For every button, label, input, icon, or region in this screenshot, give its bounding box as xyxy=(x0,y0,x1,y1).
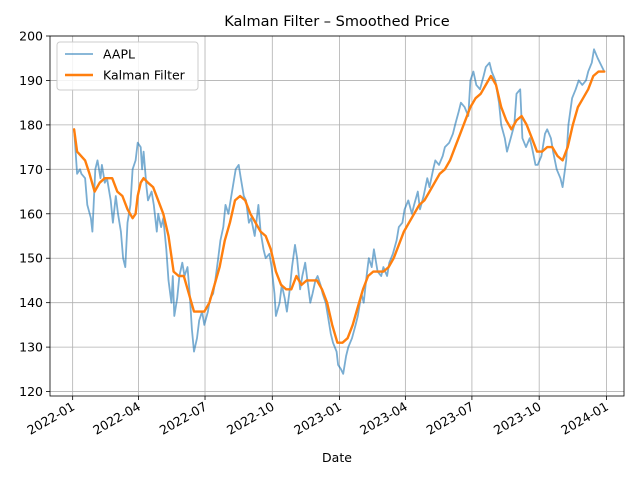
y-tick-label: 150 xyxy=(19,251,43,266)
series-line-kalman-filter xyxy=(72,70,606,344)
y-tick-label: 120 xyxy=(19,384,43,399)
chart-title: Kalman Filter – Smoothed Price xyxy=(224,14,449,30)
x-axis-label: Date xyxy=(322,450,352,465)
y-tick-label: 160 xyxy=(19,206,43,221)
legend-label-kalman-filter: Kalman Filter xyxy=(103,68,186,83)
y-tick-label: 130 xyxy=(19,340,43,355)
y-tick-label: 190 xyxy=(19,73,43,88)
y-tick-label: 140 xyxy=(19,295,43,310)
y-axis: 120 130 140 150 160 170 180 190 200 xyxy=(19,29,50,399)
legend: AAPL Kalman Filter xyxy=(56,41,199,91)
y-tick-label: 180 xyxy=(19,117,43,132)
legend-label-aapl: AAPL xyxy=(103,47,135,62)
plot-frame xyxy=(49,35,625,397)
y-tick-label: 170 xyxy=(19,162,43,177)
y-tick-label: 200 xyxy=(19,29,43,44)
series-layer xyxy=(72,48,606,375)
